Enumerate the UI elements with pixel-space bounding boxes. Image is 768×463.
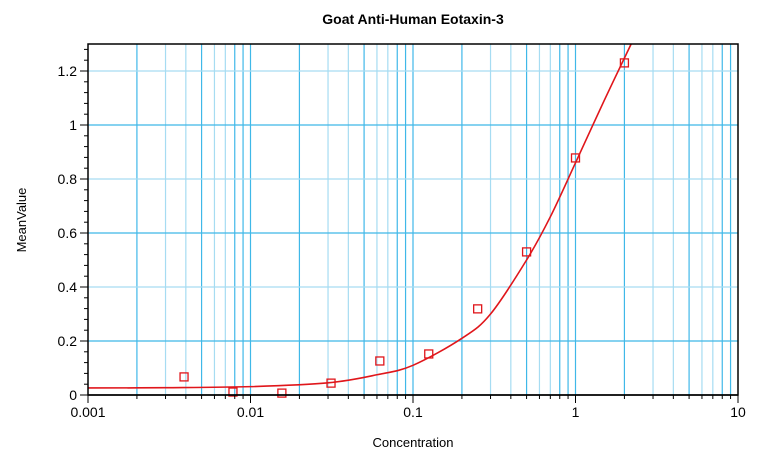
x-tick-label: 0.1 — [403, 404, 423, 420]
y-tick-label: 0.6 — [58, 225, 78, 241]
data-point-marker — [570, 153, 581, 163]
data-point-marker — [424, 349, 434, 359]
y-tick-label: 0.4 — [58, 279, 78, 295]
y-tick-label: 1.2 — [58, 63, 78, 79]
data-point-marker — [619, 58, 630, 68]
data-point-marker — [521, 247, 532, 257]
y-tick-label: 0.2 — [58, 333, 78, 349]
x-tick-label: 1 — [572, 404, 580, 420]
x-tick-label: 0.001 — [70, 404, 105, 420]
y-tick-label: 0 — [69, 387, 77, 403]
data-points — [179, 58, 630, 398]
x-axis-label: Concentration — [373, 435, 454, 450]
x-tick-labels: 0.001 0.01 0.1 1 10 — [70, 404, 746, 420]
data-point-marker — [179, 372, 189, 382]
x-tick-label: 0.01 — [237, 404, 264, 420]
fitted-curve — [88, 44, 632, 389]
data-point-marker — [473, 304, 483, 314]
data-point-marker — [228, 387, 238, 397]
chart-title: Goat Anti-Human Eotaxin-3 — [322, 11, 504, 27]
axis-ticks — [80, 48, 739, 403]
data-point-marker — [375, 356, 385, 366]
y-tick-labels: 0 0.2 0.4 0.6 0.8 1 1.2 — [58, 63, 78, 403]
y-axis-label: MeanValue — [14, 188, 29, 253]
gridlines — [88, 44, 738, 395]
data-point-marker — [277, 388, 287, 398]
data-point-marker — [326, 378, 336, 388]
y-tick-label: 0.8 — [58, 171, 78, 187]
x-tick-label: 10 — [730, 404, 746, 420]
y-tick-label: 1 — [69, 117, 77, 133]
